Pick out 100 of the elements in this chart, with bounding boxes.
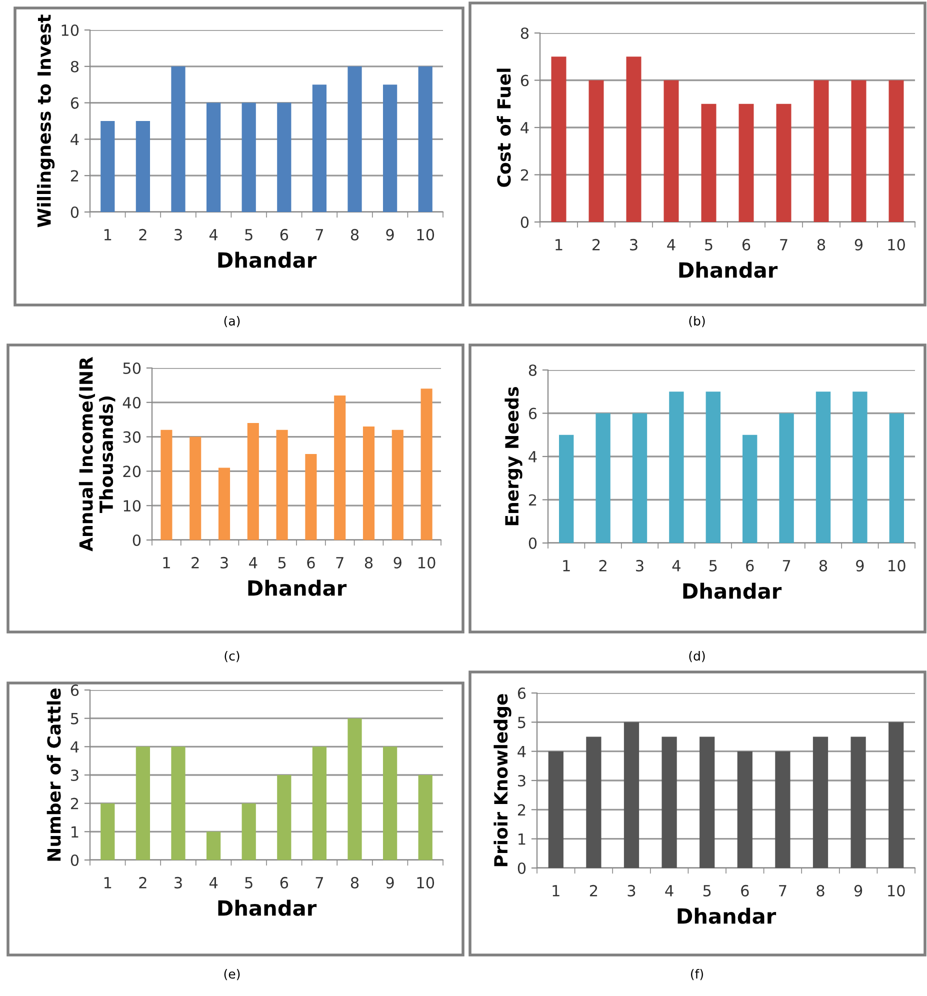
bar [662,736,677,868]
y-axis-title: Cost of Fuel [496,68,511,187]
y-tick-label: 3 [71,769,78,782]
bar [382,746,398,860]
y-tick-label: 6 [70,684,79,696]
x-tick-label: 1 [552,885,560,896]
bar [218,468,230,540]
x-tick-label: 4 [209,229,218,240]
y-tick-label: 20 [123,466,141,478]
x-tick-label: 9 [856,560,864,572]
bar [206,102,221,212]
y-tick-label: 8 [520,27,529,40]
x-tick-label: 8 [816,884,824,896]
bar [160,430,172,540]
x-tick-label: 10 [418,556,436,568]
bar [588,80,604,222]
bar [277,102,292,212]
y-axis-title: Prioir Knowledge [494,694,512,866]
y-tick-label: 0 [70,206,79,218]
x-tick-label: 8 [364,556,373,568]
bar [348,718,362,860]
bar [706,392,720,543]
x-axis-title: Dhandar [683,582,782,599]
y-tick-label: 2 [520,169,528,181]
bar [816,392,831,543]
bar [171,66,186,212]
bar [362,426,375,540]
x-tick-label: 5 [705,239,712,250]
bar [334,396,346,540]
text: (b) [689,316,705,328]
y-tick-label: 2 [70,170,78,182]
bar [551,56,566,222]
x-tick-label: 1 [563,560,570,572]
bar [669,392,684,543]
x-tick-label: 7 [782,560,790,572]
bar [812,736,828,868]
bar [850,736,866,868]
y-tick-label: 3 [518,774,526,787]
x-tick-label: 7 [316,229,324,240]
y-tick-label: 10 [62,24,79,36]
x-tick-label: 5 [278,557,286,568]
x-tick-label: 2 [599,560,606,572]
x-tick-label: 7 [779,885,786,896]
bar [586,736,602,868]
bar [700,736,715,868]
text: (c) [224,650,240,662]
x-tick-label: 10 [888,560,906,572]
bar [242,102,256,212]
x-tick-label: 8 [350,228,359,240]
x-tick-label: 2 [592,238,600,250]
y-tick-label: 8 [70,60,79,72]
x-tick-label: 8 [819,560,828,572]
bar [776,104,792,222]
bar [100,121,115,212]
x-tick-label: 7 [780,239,788,250]
x-axis-title: Dhandar [218,252,317,268]
bar [305,454,317,540]
y-axis-title: Annual Income(INR Thousands) [78,356,116,552]
x-tick-label: 5 [245,229,252,240]
bar [100,803,115,860]
bar [392,430,404,540]
x-tick-label: 7 [336,557,344,568]
bar [664,80,679,222]
y-tick-label: 6 [70,97,79,109]
y-tick-label: 4 [528,451,537,462]
bar [348,66,362,212]
y-tick-label: 30 [123,431,141,443]
bar [738,104,754,222]
x-tick-label: 3 [174,876,182,888]
x-tick-label: 4 [665,885,674,896]
x-tick-label: 8 [350,876,359,888]
bar [851,80,866,222]
y-tick-label: 6 [520,74,529,86]
x-tick-label: 1 [104,877,112,888]
bar [136,121,150,212]
y-tick-label: 0 [132,534,141,546]
text: (d) [689,650,705,662]
bar [190,436,202,540]
bar [624,722,640,868]
x-tick-label: 5 [245,877,252,888]
bar [136,746,150,860]
x-tick-label: 1 [163,557,170,568]
y-tick-label: 6 [528,408,537,420]
x-axis-title: Dhandar [218,900,317,916]
text: (e) [224,968,240,980]
bar [277,775,292,860]
y-tick-label: 4 [70,134,79,146]
x-tick-label: 5 [709,560,717,572]
bar [242,803,256,860]
x-tick-label: 4 [672,560,680,572]
x-tick-label: 3 [630,238,638,250]
y-tick-label: 1 [72,826,78,838]
y-axis-title: Number of Cattle [46,688,61,861]
y-tick-label: 5 [518,716,526,728]
x-tick-label: 9 [854,238,863,250]
bar [418,775,432,860]
bar [742,434,758,543]
x-tick-label: 3 [636,560,644,572]
x-tick-label: 7 [316,877,324,888]
bar [889,413,904,543]
